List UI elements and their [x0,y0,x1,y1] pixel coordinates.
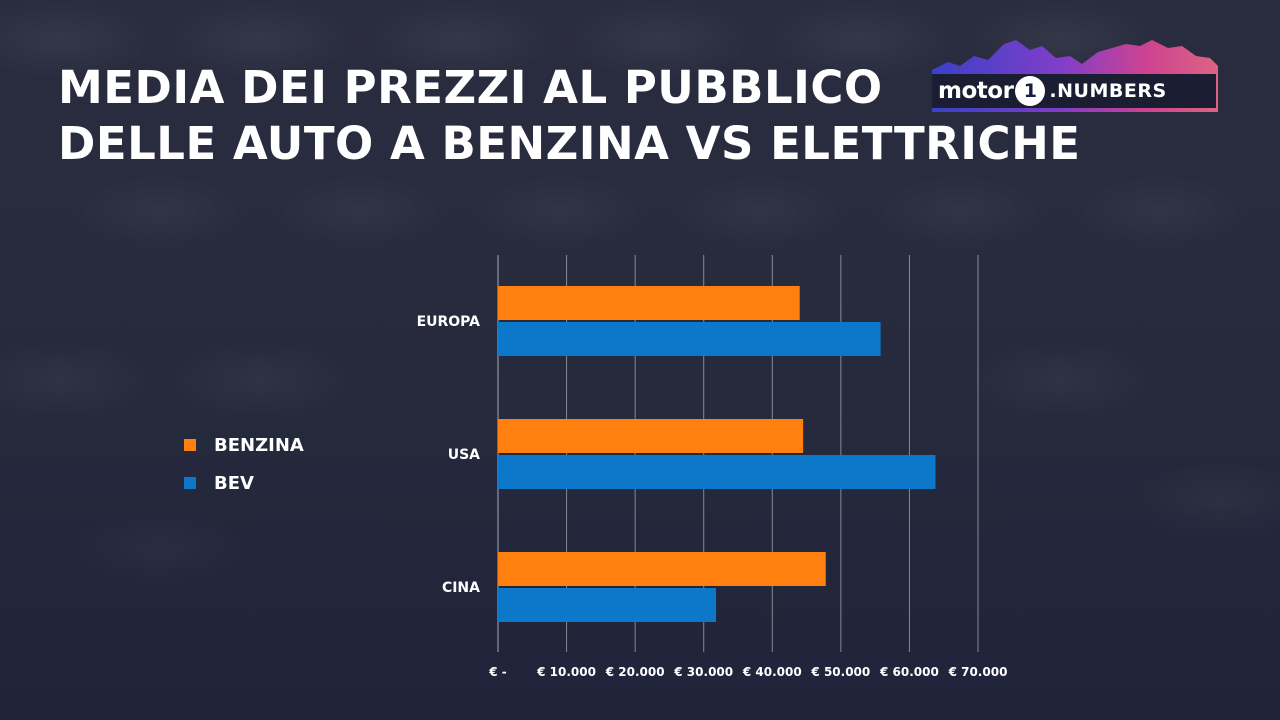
legend-swatch-bev [184,477,196,489]
x-tick-label: € - [488,665,507,679]
x-tick-label: € 50.000 [810,665,870,679]
bar-europa-benzina [498,286,800,320]
x-tick-label: € 40.000 [742,665,802,679]
bar-cina-bev [498,588,717,622]
x-tick-label: € 60.000 [879,665,939,679]
bar-cina-benzina [498,552,826,586]
title-line-2: DELLE AUTO A BENZINA VS ELETTRICHE [58,117,1081,170]
category-label: EUROPA [417,314,481,330]
legend-item-bev: BEV [184,464,304,502]
legend-label-bev: BEV [214,472,254,494]
bar-europa-bev [498,322,881,356]
category-label: USA [448,447,480,463]
category-label: CINA [442,580,480,596]
logo-one-circle: 1 [1015,76,1046,106]
logo-skyline-graphic [932,40,1218,112]
bar-usa-benzina [498,419,804,453]
logo-wordmark: motor 1 .NUMBERS [938,74,1167,108]
title-line-1: MEDIA DEI PREZZI AL PUBBLICO [58,61,883,114]
bar-usa-bev [498,455,936,489]
chart-legend: BENZINA BEV [184,426,304,502]
x-tick-label: € 70.000 [948,665,1008,679]
motor1-numbers-logo: motor 1 .NUMBERS [930,36,1220,112]
x-tick-label: € 30.000 [673,665,733,679]
legend-swatch-benzina [184,439,196,451]
legend-item-benzina: BENZINA [184,426,304,464]
page-title: MEDIA DEI PREZZI AL PUBBLICO DELLE AUTO … [58,60,1080,172]
legend-label-benzina: BENZINA [214,434,304,456]
x-tick-label: € 10.000 [536,665,596,679]
logo-numbers-text: .NUMBERS [1049,80,1167,102]
x-tick-label: € 20.000 [605,665,665,679]
logo-motor-text: motor [938,78,1014,104]
